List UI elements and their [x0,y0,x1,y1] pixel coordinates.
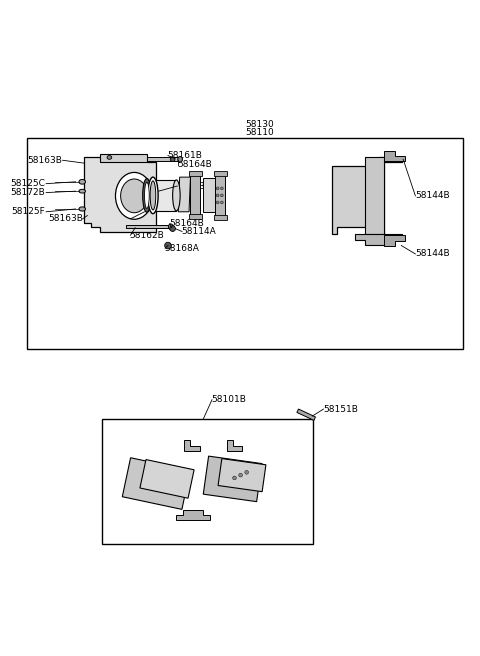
Text: 58144B: 58144B [415,249,450,258]
Text: 58130: 58130 [245,119,274,129]
Polygon shape [153,180,176,211]
Ellipse shape [178,157,182,162]
Polygon shape [176,510,210,520]
Polygon shape [214,171,227,176]
Text: 58101B: 58101B [211,395,246,404]
Text: 58113: 58113 [176,182,205,190]
Ellipse shape [120,179,148,213]
Polygon shape [191,175,200,215]
Polygon shape [184,440,200,451]
Text: 58168A: 58168A [164,244,199,253]
Circle shape [245,470,249,474]
Text: 58163B: 58163B [28,155,62,165]
Bar [27,138,463,349]
Text: 58144B: 58144B [415,192,450,200]
Ellipse shape [170,157,175,161]
Text: 58164B: 58164B [177,161,212,169]
Polygon shape [122,458,190,509]
Text: 58164B: 58164B [169,219,204,228]
Polygon shape [227,440,242,451]
Circle shape [220,201,223,204]
Polygon shape [100,154,147,161]
Circle shape [165,242,171,249]
Text: 58162B: 58162B [130,231,164,239]
Circle shape [239,473,242,477]
Polygon shape [203,178,215,212]
Text: 58163B: 58163B [48,215,83,223]
Ellipse shape [150,181,156,210]
Ellipse shape [168,224,173,230]
Polygon shape [297,409,315,420]
Polygon shape [384,151,405,161]
Circle shape [216,187,219,190]
Text: 58125F: 58125F [12,207,45,216]
Polygon shape [203,456,262,502]
Ellipse shape [79,190,85,193]
Polygon shape [178,177,191,212]
Text: 58151B: 58151B [324,405,359,413]
Circle shape [220,194,223,197]
Polygon shape [365,157,384,234]
Ellipse shape [79,180,85,184]
Polygon shape [215,175,225,216]
Circle shape [216,194,219,197]
Polygon shape [140,460,194,498]
Bar [102,419,313,544]
Ellipse shape [144,182,149,209]
Ellipse shape [143,178,151,213]
Polygon shape [384,236,405,247]
Ellipse shape [170,226,176,232]
Circle shape [216,201,219,204]
Polygon shape [218,459,266,492]
Ellipse shape [173,180,180,211]
Polygon shape [189,171,202,176]
Polygon shape [147,157,180,161]
Text: 58110: 58110 [245,128,274,137]
Text: 58172B: 58172B [11,188,45,197]
Text: 58114A: 58114A [181,227,216,236]
Polygon shape [126,225,170,228]
Polygon shape [355,234,402,245]
Text: 58125C: 58125C [10,179,45,188]
Ellipse shape [107,155,112,159]
Text: 58112: 58112 [130,215,158,223]
Ellipse shape [79,207,85,211]
Polygon shape [332,157,402,234]
Polygon shape [189,214,202,219]
Circle shape [233,476,236,480]
Circle shape [220,187,223,190]
Ellipse shape [116,173,153,219]
Polygon shape [84,157,156,232]
Polygon shape [214,215,227,220]
Ellipse shape [148,177,158,214]
Text: 58161B: 58161B [167,151,202,160]
